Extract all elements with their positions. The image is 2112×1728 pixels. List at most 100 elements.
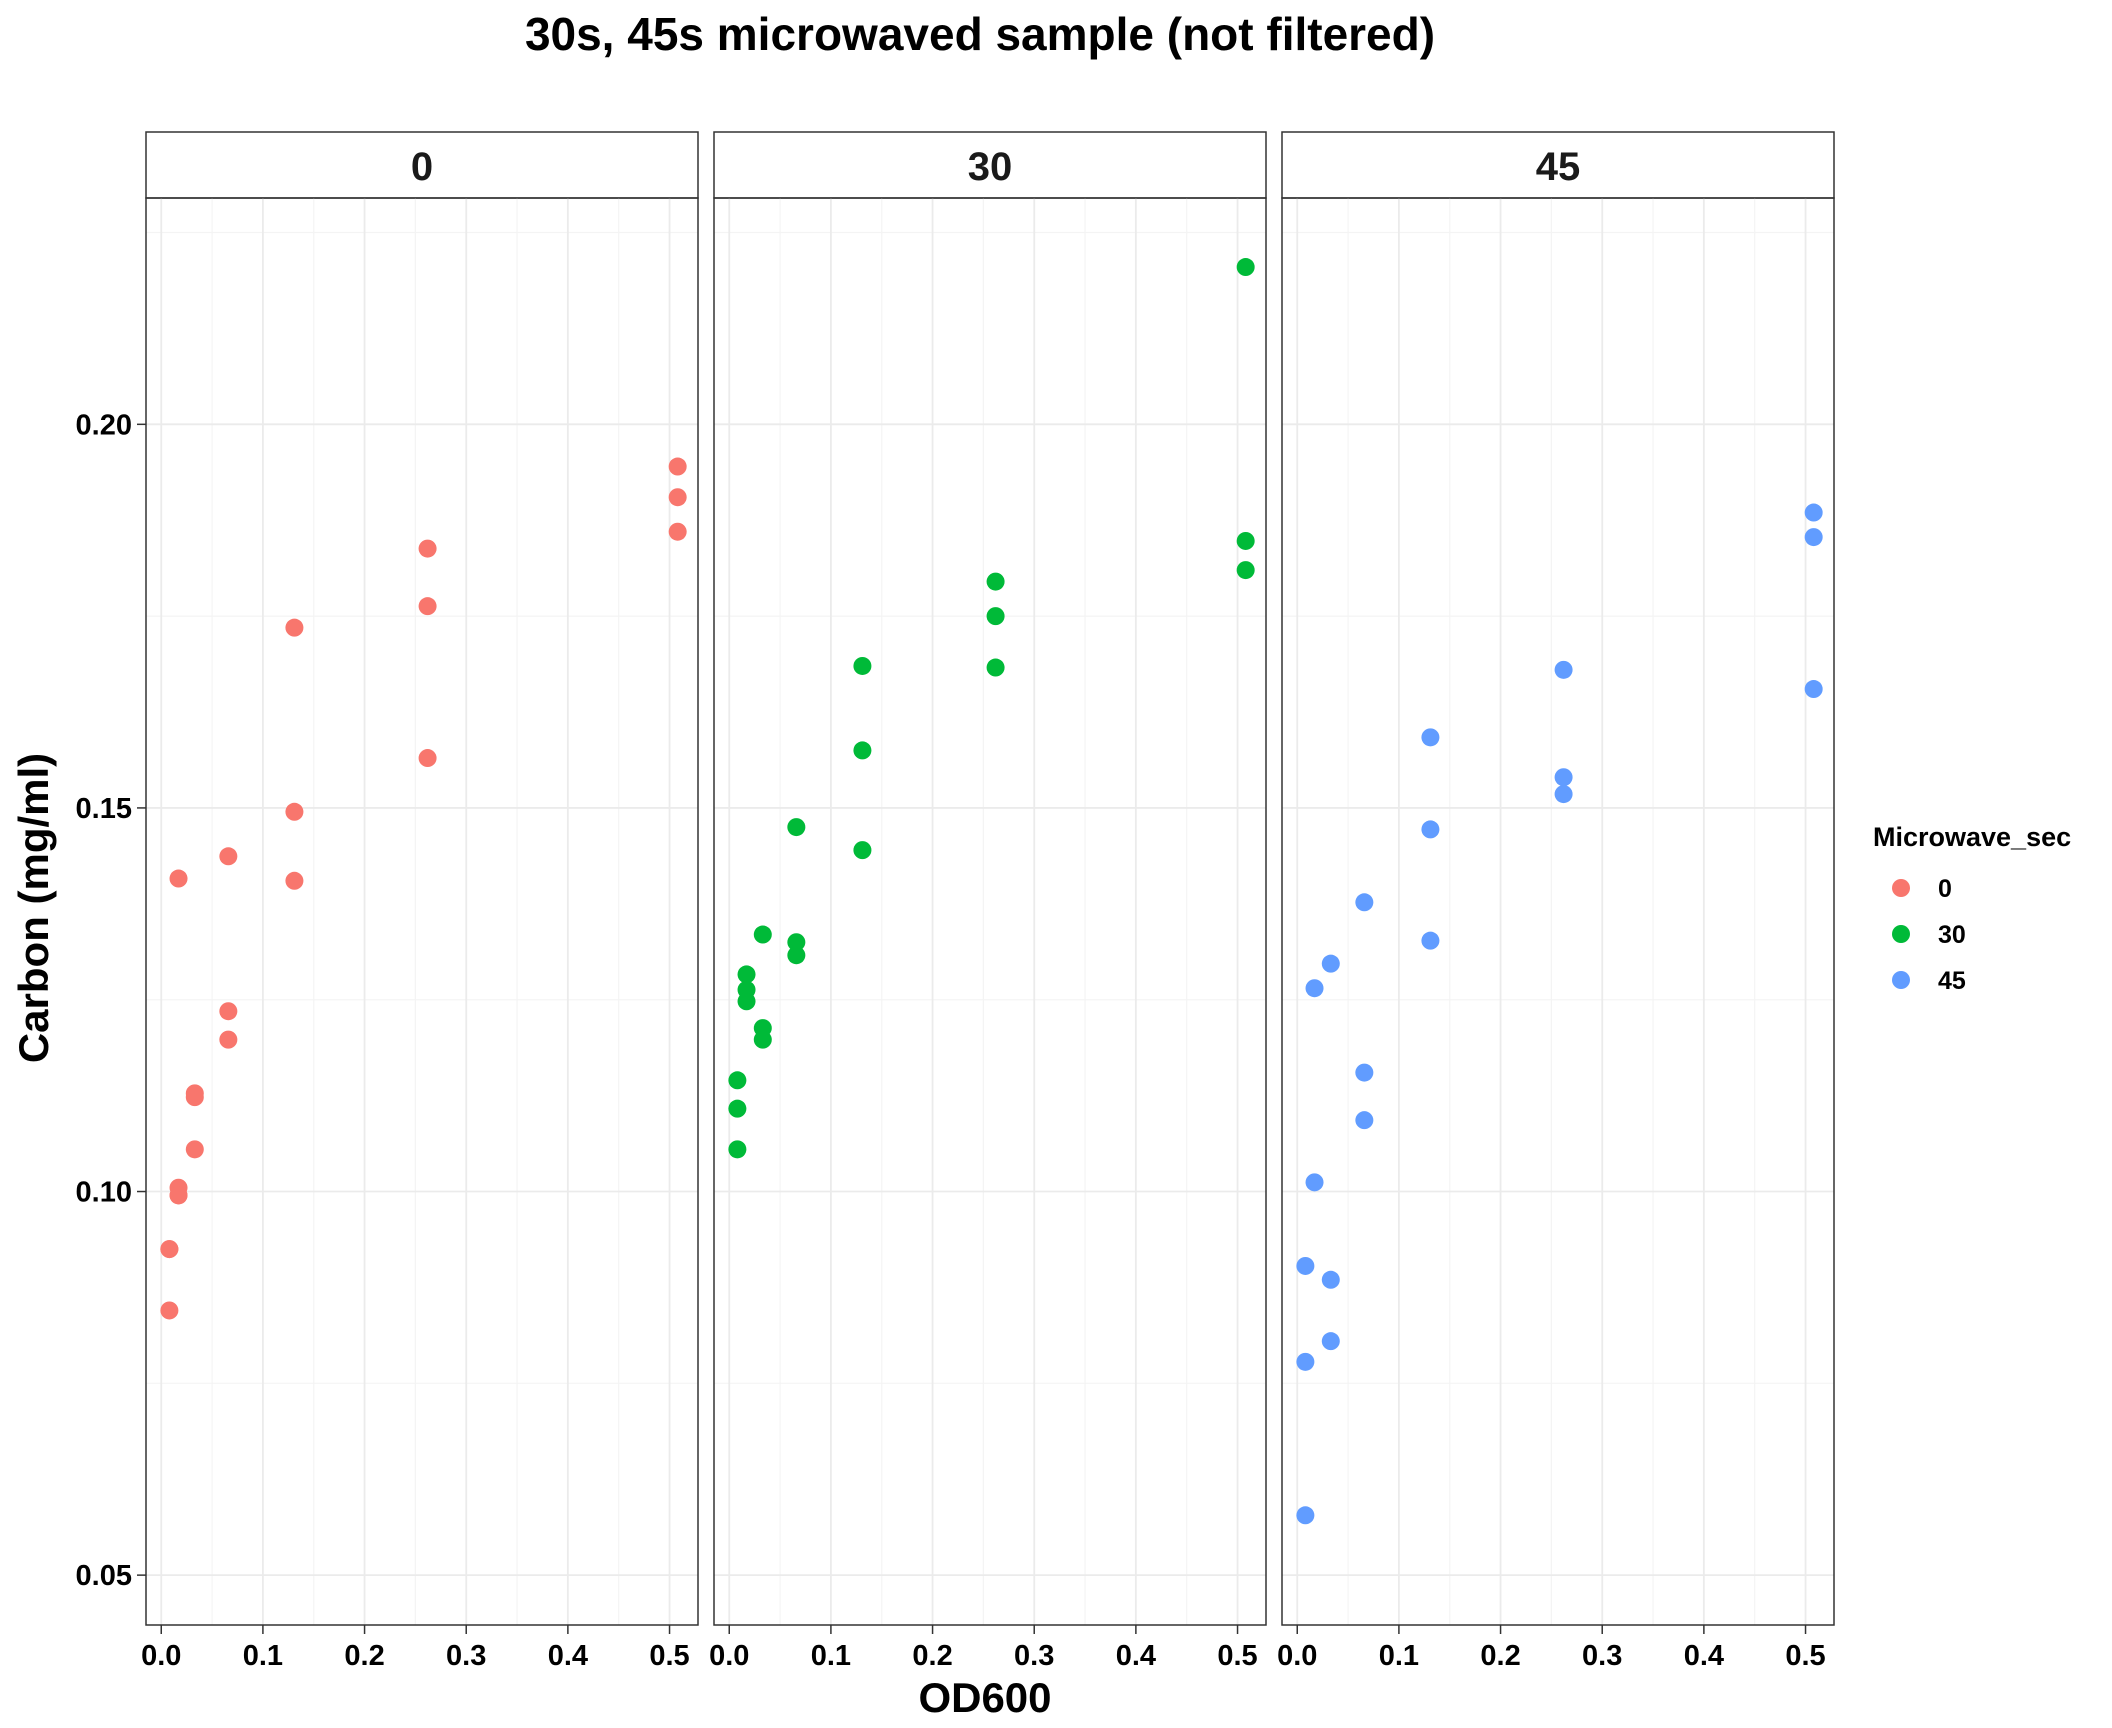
x-tick-label: 0.3 (446, 1640, 486, 1672)
data-point (1421, 931, 1440, 950)
data-point (169, 869, 188, 888)
data-point (986, 572, 1005, 591)
x-tick-label: 0.0 (1277, 1640, 1317, 1672)
legend-label: 30 (1938, 921, 1966, 949)
data-point (169, 1186, 188, 1205)
data-point (1296, 1352, 1315, 1371)
data-point (285, 618, 304, 637)
data-point (185, 1088, 204, 1107)
data-point (219, 1030, 238, 1049)
data-point (668, 457, 687, 476)
data-point (1421, 820, 1440, 839)
x-tick-label: 0.4 (1116, 1640, 1156, 1672)
y-tick-label: 0.05 (76, 1560, 132, 1592)
data-point (160, 1301, 179, 1320)
data-point (1296, 1256, 1315, 1275)
y-tick-label: 0.20 (76, 409, 132, 441)
x-tick-label: 0.1 (811, 1640, 851, 1672)
data-point (986, 658, 1005, 677)
legend-entry-30: 30 (1892, 921, 1966, 949)
data-point (1804, 503, 1823, 522)
data-point (1554, 768, 1573, 787)
data-point (1296, 1506, 1315, 1525)
y-axis-title: Carbon (mg/ml) (10, 753, 57, 1063)
panel-border (145, 197, 699, 1626)
data-point (668, 488, 687, 507)
legend-key (1892, 879, 1910, 897)
chart-title: 30s, 45s microwaved sample (not filtered… (525, 8, 1435, 60)
facet-strip-label: 30 (968, 145, 1013, 189)
data-point (1355, 893, 1374, 912)
data-point (285, 871, 304, 890)
data-point (728, 1099, 747, 1118)
x-tick-label: 0.5 (1217, 1640, 1257, 1672)
x-tick-label: 0.4 (1684, 1640, 1724, 1672)
data-point (737, 992, 756, 1011)
data-point (787, 818, 806, 837)
x-tick-label: 0.2 (912, 1640, 952, 1672)
x-tick-label: 0.2 (1480, 1640, 1520, 1672)
facet-panel-45: 45 0.0 0.1 0.2 0.3 0.4 0.5 (1277, 131, 1835, 1672)
data-point (1804, 528, 1823, 547)
legend-entry-45: 45 (1892, 967, 1966, 995)
facet-strip-label: 45 (1536, 145, 1581, 189)
data-point (185, 1140, 204, 1159)
data-point (1236, 258, 1255, 277)
data-point (418, 597, 437, 616)
x-tick-label: 0.3 (1014, 1640, 1054, 1672)
x-tick-label: 0.2 (344, 1640, 384, 1672)
data-point (285, 802, 304, 821)
legend: Microwave_sec 0 30 45 (1873, 822, 2071, 995)
facet-strip (1281, 131, 1835, 199)
panels-group: 0 0.0 0.1 0.2 0.3 0.4 0.5 0.05 0.10 0.15 0.20 30 0.0… (76, 131, 1835, 1672)
data-point (1355, 1111, 1374, 1130)
data-point (728, 1071, 747, 1090)
legend-key (1892, 925, 1910, 943)
facet-strip (145, 131, 699, 199)
x-tick-label: 0.4 (548, 1640, 588, 1672)
x-tick-label: 0.0 (709, 1640, 749, 1672)
data-point (1321, 954, 1340, 973)
data-point (219, 847, 238, 866)
data-point (1321, 1270, 1340, 1289)
data-point (737, 965, 756, 984)
data-point (418, 539, 437, 558)
data-point (668, 522, 687, 541)
data-point (753, 925, 772, 944)
data-point (1804, 680, 1823, 699)
x-tick-label: 0.3 (1582, 1640, 1622, 1672)
legend-entry-0: 0 (1892, 875, 1952, 903)
data-point (1236, 531, 1255, 550)
legend-label: 0 (1938, 875, 1952, 903)
data-point (853, 741, 872, 760)
data-point (986, 607, 1005, 626)
legend-title: Microwave_sec (1873, 822, 2071, 852)
y-tick-label: 0.10 (76, 1177, 132, 1209)
data-point (219, 1002, 238, 1021)
data-point (753, 1030, 772, 1049)
data-point (1321, 1332, 1340, 1351)
data-point (1554, 785, 1573, 804)
panel-border (713, 197, 1267, 1626)
data-point (787, 933, 806, 952)
data-point (160, 1240, 179, 1259)
data-point (1421, 728, 1440, 747)
data-point (853, 656, 872, 675)
data-point (728, 1140, 747, 1159)
panel-border (1281, 197, 1835, 1626)
data-point (787, 946, 806, 965)
data-point (1355, 1063, 1374, 1082)
data-point (418, 749, 437, 768)
x-tick-label: 0.0 (141, 1640, 181, 1672)
x-tick-label: 0.5 (1785, 1640, 1825, 1672)
data-point (1554, 660, 1573, 679)
data-point (1305, 979, 1324, 998)
x-tick-label: 0.1 (1379, 1640, 1419, 1672)
facet-strip-label: 0 (411, 145, 433, 189)
x-tick-label: 0.1 (243, 1640, 283, 1672)
data-point (1236, 561, 1255, 580)
x-tick-label: 0.5 (649, 1640, 689, 1672)
legend-key (1892, 971, 1910, 989)
legend-label: 45 (1938, 967, 1966, 995)
facet-strip (713, 131, 1267, 199)
